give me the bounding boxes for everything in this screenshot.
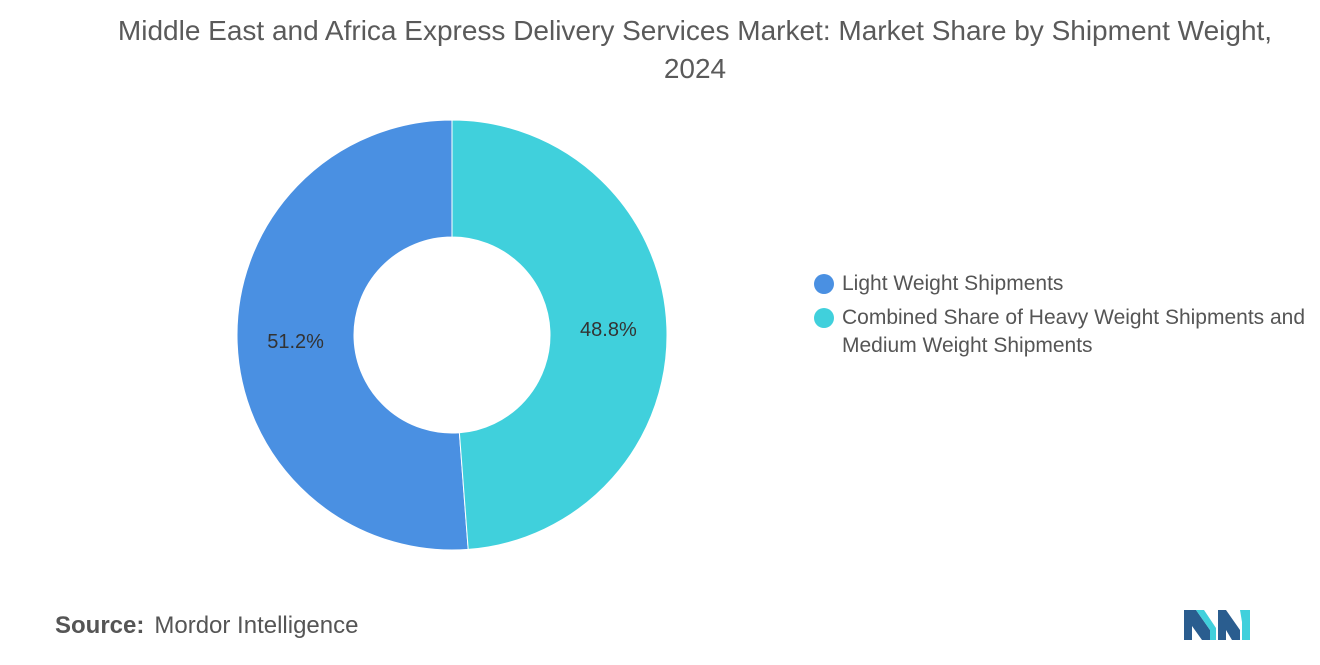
source-label: Source: (55, 612, 145, 639)
legend-label: Light Weight Shipments (842, 272, 1064, 295)
donut-slices (236, 119, 668, 551)
legend-item-light-weight[interactable]: Light Weight Shipments (814, 270, 1314, 298)
mordor-intelligence-logo-icon (1184, 610, 1250, 640)
legend-swatch-icon (814, 308, 834, 328)
data-label-heavy-medium-weight: 48.8% (580, 319, 637, 341)
legend-swatch-icon (814, 274, 834, 294)
chart-title: Middle East and Africa Express Delivery … (117, 15, 1273, 84)
donut-slice-heavy-medium-weight[interactable] (451, 119, 668, 550)
donut-slice-light-weight[interactable] (236, 119, 469, 551)
legend-item-heavy-medium-weight[interactable]: Combined Share of Heavy Weight Shipments… (814, 304, 1314, 360)
source-note: Source: Mordor Intelligence (55, 612, 358, 640)
donut-data-labels: 51.2% 48.8% (267, 319, 637, 353)
source-value: Mordor Intelligence (154, 612, 359, 639)
legend-label: Combined Share of Heavy Weight Shipments… (842, 306, 1306, 357)
legend: Light Weight Shipments Combined Share of… (814, 270, 1314, 366)
data-label-light-weight: 51.2% (267, 331, 324, 353)
